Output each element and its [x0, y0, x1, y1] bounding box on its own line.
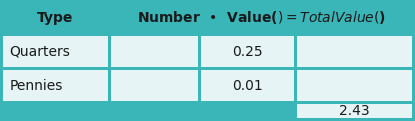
Text: Quarters: Quarters [9, 45, 70, 58]
Bar [3, 36, 108, 67]
Bar [297, 36, 412, 67]
Bar [297, 104, 412, 118]
Bar [201, 70, 294, 101]
Bar [111, 70, 198, 101]
Bar [3, 70, 108, 101]
Bar [111, 3, 412, 33]
Text: Pennies: Pennies [9, 79, 63, 92]
Bar [3, 3, 108, 33]
Bar [111, 36, 198, 67]
Bar [297, 70, 412, 101]
Text: 2.43: 2.43 [339, 104, 370, 118]
Text: Number  •  Value($)  =  Total Value($): Number • Value($) = Total Value($) [137, 10, 386, 26]
Text: 0.25: 0.25 [232, 45, 263, 58]
Text: Type: Type [37, 11, 74, 25]
Bar [201, 36, 294, 67]
Text: 0.01: 0.01 [232, 79, 263, 92]
